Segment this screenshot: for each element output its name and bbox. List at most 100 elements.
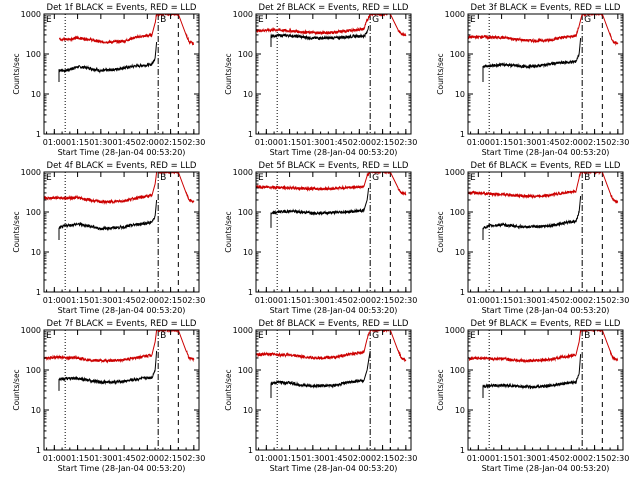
lld-series-line bbox=[44, 172, 195, 205]
region-marker: B bbox=[584, 173, 590, 183]
x-tick-label: 02:30 bbox=[182, 296, 205, 305]
x-tick-label: 01:00 bbox=[467, 296, 490, 305]
series-group bbox=[468, 330, 619, 398]
x-tick-label: 01:15 bbox=[66, 138, 89, 147]
x-axis-label: Start Time (28-Jan-04 00:53:20) bbox=[482, 464, 610, 473]
x-tick-label: 01:15 bbox=[278, 296, 301, 305]
panel-title: Det 2f BLACK = Events, RED = LLD bbox=[259, 3, 409, 13]
y-tick-label: 1 bbox=[460, 130, 465, 139]
y-tick-label: 10 bbox=[455, 406, 465, 415]
y-tick-label: 1000 bbox=[21, 10, 41, 19]
y-tick-label: 1000 bbox=[21, 326, 41, 335]
y-tick-label: 100 bbox=[26, 50, 41, 59]
x-tick-label: 01:00 bbox=[255, 138, 278, 147]
x-tick-label: 02:15 bbox=[371, 296, 394, 305]
y-tick-label: 1000 bbox=[233, 326, 253, 335]
y-tick-label: 100 bbox=[450, 50, 465, 59]
y-axis-label: Counts/sec bbox=[12, 369, 21, 410]
x-tick-label: 01:30 bbox=[89, 454, 112, 463]
y-tick-label: 1 bbox=[460, 288, 465, 297]
region-marker: E bbox=[470, 331, 476, 341]
series-group bbox=[44, 330, 195, 391]
x-tick-label: 01:45 bbox=[537, 138, 560, 147]
x-tick-label: 02:15 bbox=[159, 454, 182, 463]
y-tick-label: 10 bbox=[243, 406, 253, 415]
y-tick-label: 1 bbox=[248, 288, 253, 297]
plot-frame bbox=[467, 329, 624, 451]
x-axis-label: Start Time (28-Jan-04 00:53:20) bbox=[270, 464, 398, 473]
plot-frame bbox=[43, 329, 200, 451]
y-tick-label: 100 bbox=[238, 208, 253, 217]
series-group bbox=[44, 172, 195, 240]
region-marker: E bbox=[470, 173, 476, 183]
x-tick-label: 02:15 bbox=[583, 138, 606, 147]
x-tick-label: 02:15 bbox=[583, 296, 606, 305]
x-tick-label: 02:15 bbox=[159, 296, 182, 305]
x-tick-label: 01:15 bbox=[278, 138, 301, 147]
panel-3: Det 3f BLACK = Events, RED = LLD E G 1 10 100… bbox=[436, 3, 629, 157]
panel-1: Det 1f BLACK = Events, RED = LLD E B 1 10 100… bbox=[12, 3, 205, 157]
region-marker: B bbox=[584, 331, 590, 341]
lld-series-line bbox=[256, 172, 407, 196]
panel-8: Det 8f BLACK = Events, RED = LLD E G 1 10 100… bbox=[224, 319, 417, 473]
x-tick-label: 01:00 bbox=[43, 138, 66, 147]
x-tick-label: 01:00 bbox=[467, 454, 490, 463]
x-tick-label: 02:00 bbox=[560, 138, 583, 147]
events-series-line bbox=[58, 199, 158, 240]
x-tick-label: 01:15 bbox=[490, 454, 513, 463]
plot-frame bbox=[255, 329, 412, 451]
panel-title: Det 5f BLACK = Events, RED = LLD bbox=[259, 161, 409, 171]
x-tick-label: 02:30 bbox=[394, 296, 417, 305]
x-tick-label: 01:45 bbox=[113, 138, 136, 147]
x-tick-label: 01:00 bbox=[467, 138, 490, 147]
region-marker: B bbox=[160, 15, 166, 25]
x-tick-label: 01:45 bbox=[325, 454, 348, 463]
x-tick-label: 01:45 bbox=[325, 138, 348, 147]
region-marker: E bbox=[470, 15, 476, 25]
x-tick-label: 02:30 bbox=[606, 138, 629, 147]
events-series-line bbox=[58, 41, 158, 82]
panel-9: Det 9f BLACK = Events, RED = LLD E B 1 10 100… bbox=[436, 319, 629, 473]
y-tick-label: 1000 bbox=[21, 168, 41, 177]
y-tick-label: 100 bbox=[26, 208, 41, 217]
panel-title: Det 3f BLACK = Events, RED = LLD bbox=[471, 3, 621, 13]
lld-series-line bbox=[59, 14, 195, 46]
x-tick-label: 01:15 bbox=[278, 454, 301, 463]
y-tick-label: 10 bbox=[455, 90, 465, 99]
panel-title: Det 6f BLACK = Events, RED = LLD bbox=[471, 161, 621, 171]
x-tick-label: 02:00 bbox=[560, 296, 583, 305]
lld-series-line bbox=[468, 14, 619, 46]
x-tick-label: 01:15 bbox=[66, 296, 89, 305]
y-tick-label: 1 bbox=[248, 130, 253, 139]
y-tick-label: 10 bbox=[243, 248, 253, 257]
lld-series-line bbox=[44, 330, 195, 364]
x-tick-label: 01:30 bbox=[301, 138, 324, 147]
x-axis-label: Start Time (28-Jan-04 00:53:20) bbox=[482, 148, 610, 157]
region-marker: E bbox=[258, 331, 264, 341]
plot-frame bbox=[467, 171, 624, 293]
y-tick-label: 10 bbox=[31, 90, 41, 99]
series-group bbox=[256, 172, 407, 228]
region-marker: B bbox=[160, 173, 166, 183]
region-marker: G bbox=[372, 331, 379, 341]
y-axis-label: Counts/sec bbox=[224, 369, 233, 410]
x-tick-label: 01:00 bbox=[255, 296, 278, 305]
series-group bbox=[256, 330, 407, 398]
region-marker: G bbox=[372, 173, 379, 183]
y-tick-label: 1 bbox=[248, 446, 253, 455]
x-tick-label: 01:30 bbox=[301, 296, 324, 305]
x-tick-label: 01:15 bbox=[66, 454, 89, 463]
x-tick-label: 01:30 bbox=[513, 138, 536, 147]
y-tick-label: 100 bbox=[450, 366, 465, 375]
panel-4: Det 4f BLACK = Events, RED = LLD E B 1 10 100… bbox=[12, 161, 205, 315]
x-tick-label: 02:00 bbox=[136, 296, 159, 305]
x-tick-label: 02:30 bbox=[606, 296, 629, 305]
x-tick-label: 01:00 bbox=[43, 454, 66, 463]
events-series-line bbox=[482, 354, 582, 398]
y-tick-label: 10 bbox=[31, 406, 41, 415]
x-tick-label: 01:00 bbox=[43, 296, 66, 305]
x-tick-label: 01:30 bbox=[513, 296, 536, 305]
y-tick-label: 10 bbox=[243, 90, 253, 99]
y-tick-label: 1000 bbox=[233, 10, 253, 19]
lld-series-line bbox=[256, 330, 407, 363]
